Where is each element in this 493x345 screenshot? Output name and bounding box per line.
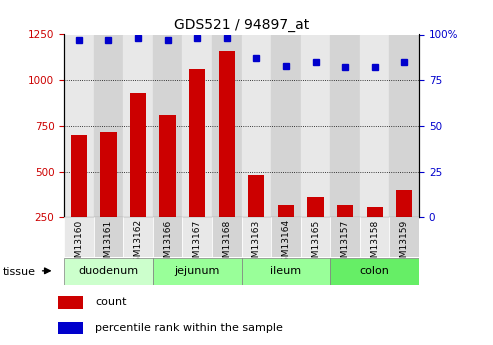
Bar bbox=[330, 34, 360, 217]
Bar bbox=[130, 93, 146, 263]
Bar bbox=[271, 34, 301, 217]
Bar bbox=[101, 132, 117, 263]
Bar bbox=[189, 69, 206, 263]
Text: GSM13160: GSM13160 bbox=[74, 219, 83, 269]
Bar bbox=[308, 197, 324, 263]
Bar bbox=[360, 34, 389, 217]
Text: colon: colon bbox=[360, 266, 389, 276]
Bar bbox=[389, 34, 419, 217]
Text: GSM13166: GSM13166 bbox=[163, 219, 172, 269]
Text: percentile rank within the sample: percentile rank within the sample bbox=[96, 323, 283, 333]
Bar bbox=[123, 34, 153, 217]
Bar bbox=[242, 258, 330, 285]
Bar bbox=[94, 217, 123, 257]
Text: jejunum: jejunum bbox=[175, 266, 220, 276]
Bar bbox=[212, 217, 242, 257]
Bar bbox=[58, 296, 83, 309]
Bar bbox=[248, 175, 264, 263]
Bar bbox=[330, 217, 360, 257]
Bar bbox=[64, 258, 153, 285]
Text: GSM13157: GSM13157 bbox=[341, 219, 350, 269]
Text: ileum: ileum bbox=[270, 266, 302, 276]
Bar bbox=[123, 217, 153, 257]
Bar bbox=[271, 217, 301, 257]
Text: tissue: tissue bbox=[2, 267, 35, 276]
Text: GSM13158: GSM13158 bbox=[370, 219, 379, 269]
Bar bbox=[301, 217, 330, 257]
Text: GSM13162: GSM13162 bbox=[134, 219, 142, 268]
Text: GSM13167: GSM13167 bbox=[193, 219, 202, 269]
Bar bbox=[301, 34, 330, 217]
Bar bbox=[94, 34, 123, 217]
Title: GDS521 / 94897_at: GDS521 / 94897_at bbox=[174, 18, 309, 32]
Bar bbox=[389, 217, 419, 257]
Bar bbox=[219, 51, 235, 263]
Bar bbox=[153, 217, 182, 257]
Text: duodenum: duodenum bbox=[78, 266, 139, 276]
Bar bbox=[242, 34, 271, 217]
Text: GSM13159: GSM13159 bbox=[400, 219, 409, 269]
Bar bbox=[330, 258, 419, 285]
Bar bbox=[360, 217, 389, 257]
Text: GSM13168: GSM13168 bbox=[222, 219, 231, 269]
Bar bbox=[212, 34, 242, 217]
Bar bbox=[242, 217, 271, 257]
Text: GSM13163: GSM13163 bbox=[252, 219, 261, 269]
Bar bbox=[278, 205, 294, 263]
Bar bbox=[337, 205, 353, 263]
Text: GSM13165: GSM13165 bbox=[311, 219, 320, 269]
Bar bbox=[153, 258, 242, 285]
Text: count: count bbox=[96, 297, 127, 307]
Bar bbox=[182, 34, 212, 217]
Bar bbox=[182, 217, 212, 257]
Bar bbox=[153, 34, 182, 217]
Bar bbox=[58, 322, 83, 334]
Bar bbox=[160, 115, 176, 263]
Bar bbox=[71, 135, 87, 263]
Bar bbox=[64, 34, 94, 217]
Bar bbox=[396, 190, 412, 263]
Text: GSM13164: GSM13164 bbox=[282, 219, 290, 268]
Text: GSM13161: GSM13161 bbox=[104, 219, 113, 269]
Bar bbox=[64, 217, 94, 257]
Bar bbox=[367, 207, 383, 263]
